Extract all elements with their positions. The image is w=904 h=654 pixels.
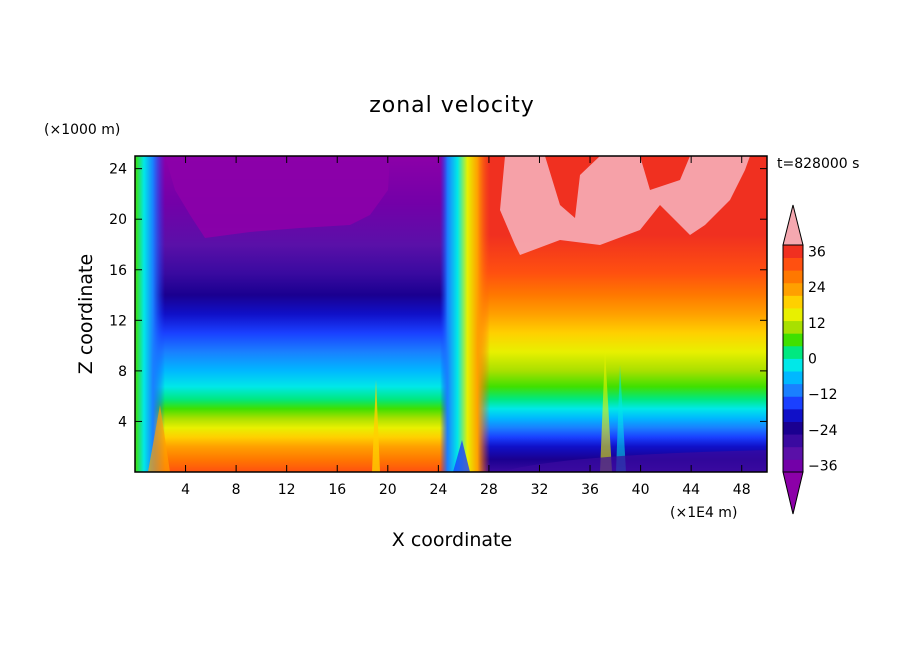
colorbar-segment	[783, 345, 803, 359]
colorbar-tick-label: 0	[808, 352, 817, 368]
colorbar-segment	[783, 396, 803, 410]
colorbar-segment	[783, 333, 803, 347]
chart-title: zonal velocity	[369, 93, 535, 118]
x-tick-label: 12	[278, 482, 296, 498]
colorbar-tick-label: 24	[808, 280, 826, 296]
colorbar-segment	[783, 358, 803, 372]
colorbar-segment	[783, 383, 803, 397]
x-unit-label: (×1E4 m)	[670, 505, 737, 521]
colorbar-segment	[783, 245, 803, 259]
x-tick-label: 40	[632, 482, 650, 498]
colorbar-segment	[783, 320, 803, 334]
colorbar-segment	[783, 446, 803, 460]
contour-field	[135, 156, 767, 472]
z-tick-label: 8	[118, 364, 127, 380]
z-ticks: 4 8 12 16 20 24	[109, 162, 767, 430]
y-axis-label: Z coordinate	[75, 254, 97, 374]
z-tick-label: 12	[109, 313, 127, 329]
colorbar-segment	[783, 421, 803, 435]
x-tick-label: 28	[480, 482, 498, 498]
x-tick-label: 44	[682, 482, 700, 498]
x-tick-label: 36	[581, 482, 599, 498]
colorbar-segment	[783, 434, 803, 448]
x-tick-label: 8	[232, 482, 241, 498]
z-tick-label: 24	[109, 162, 127, 178]
x-tick-label: 48	[733, 482, 751, 498]
x-axis-label: X coordinate	[392, 529, 512, 551]
x-tick-label: 20	[379, 482, 397, 498]
colorbar-segment	[783, 270, 803, 284]
colorbar-tick-label: −36	[808, 459, 838, 475]
colorbar-segment	[783, 257, 803, 271]
x-tick-label: 16	[328, 482, 346, 498]
colorbar: −36 −24 −12 0 12 24 36	[782, 204, 838, 515]
z-tick-label: 4	[118, 414, 127, 430]
z-tick-label: 16	[109, 263, 127, 279]
x-ticks: 4 8 12 16 20 24 28 32 36 40 44 48	[181, 156, 751, 498]
colorbar-segment	[783, 308, 803, 322]
colorbar-segment	[783, 408, 803, 422]
plot-frame	[134, 155, 768, 473]
time-label: t=828000 s	[777, 156, 859, 172]
colorbar-segment	[783, 282, 803, 296]
x-tick-label: 32	[531, 482, 549, 498]
colorbar-over-arrow	[782, 204, 804, 246]
colorbar-under-arrow	[782, 471, 804, 515]
colorbar-frame	[782, 244, 804, 473]
x-tick-label: 24	[429, 482, 447, 498]
colorbar-tick-label: 36	[808, 244, 826, 260]
x-tick-label: 4	[181, 482, 190, 498]
colorbar-tick-label: −12	[808, 387, 838, 403]
colorbar-segment	[783, 371, 803, 385]
colorbar-tick-label: 12	[808, 316, 826, 332]
colorbar-tick-label: −24	[808, 423, 838, 439]
z-unit-label: (×1000 m)	[44, 122, 120, 138]
colorbar-segment	[783, 459, 803, 473]
z-tick-label: 20	[109, 212, 127, 228]
colorbar-segment	[783, 295, 803, 309]
